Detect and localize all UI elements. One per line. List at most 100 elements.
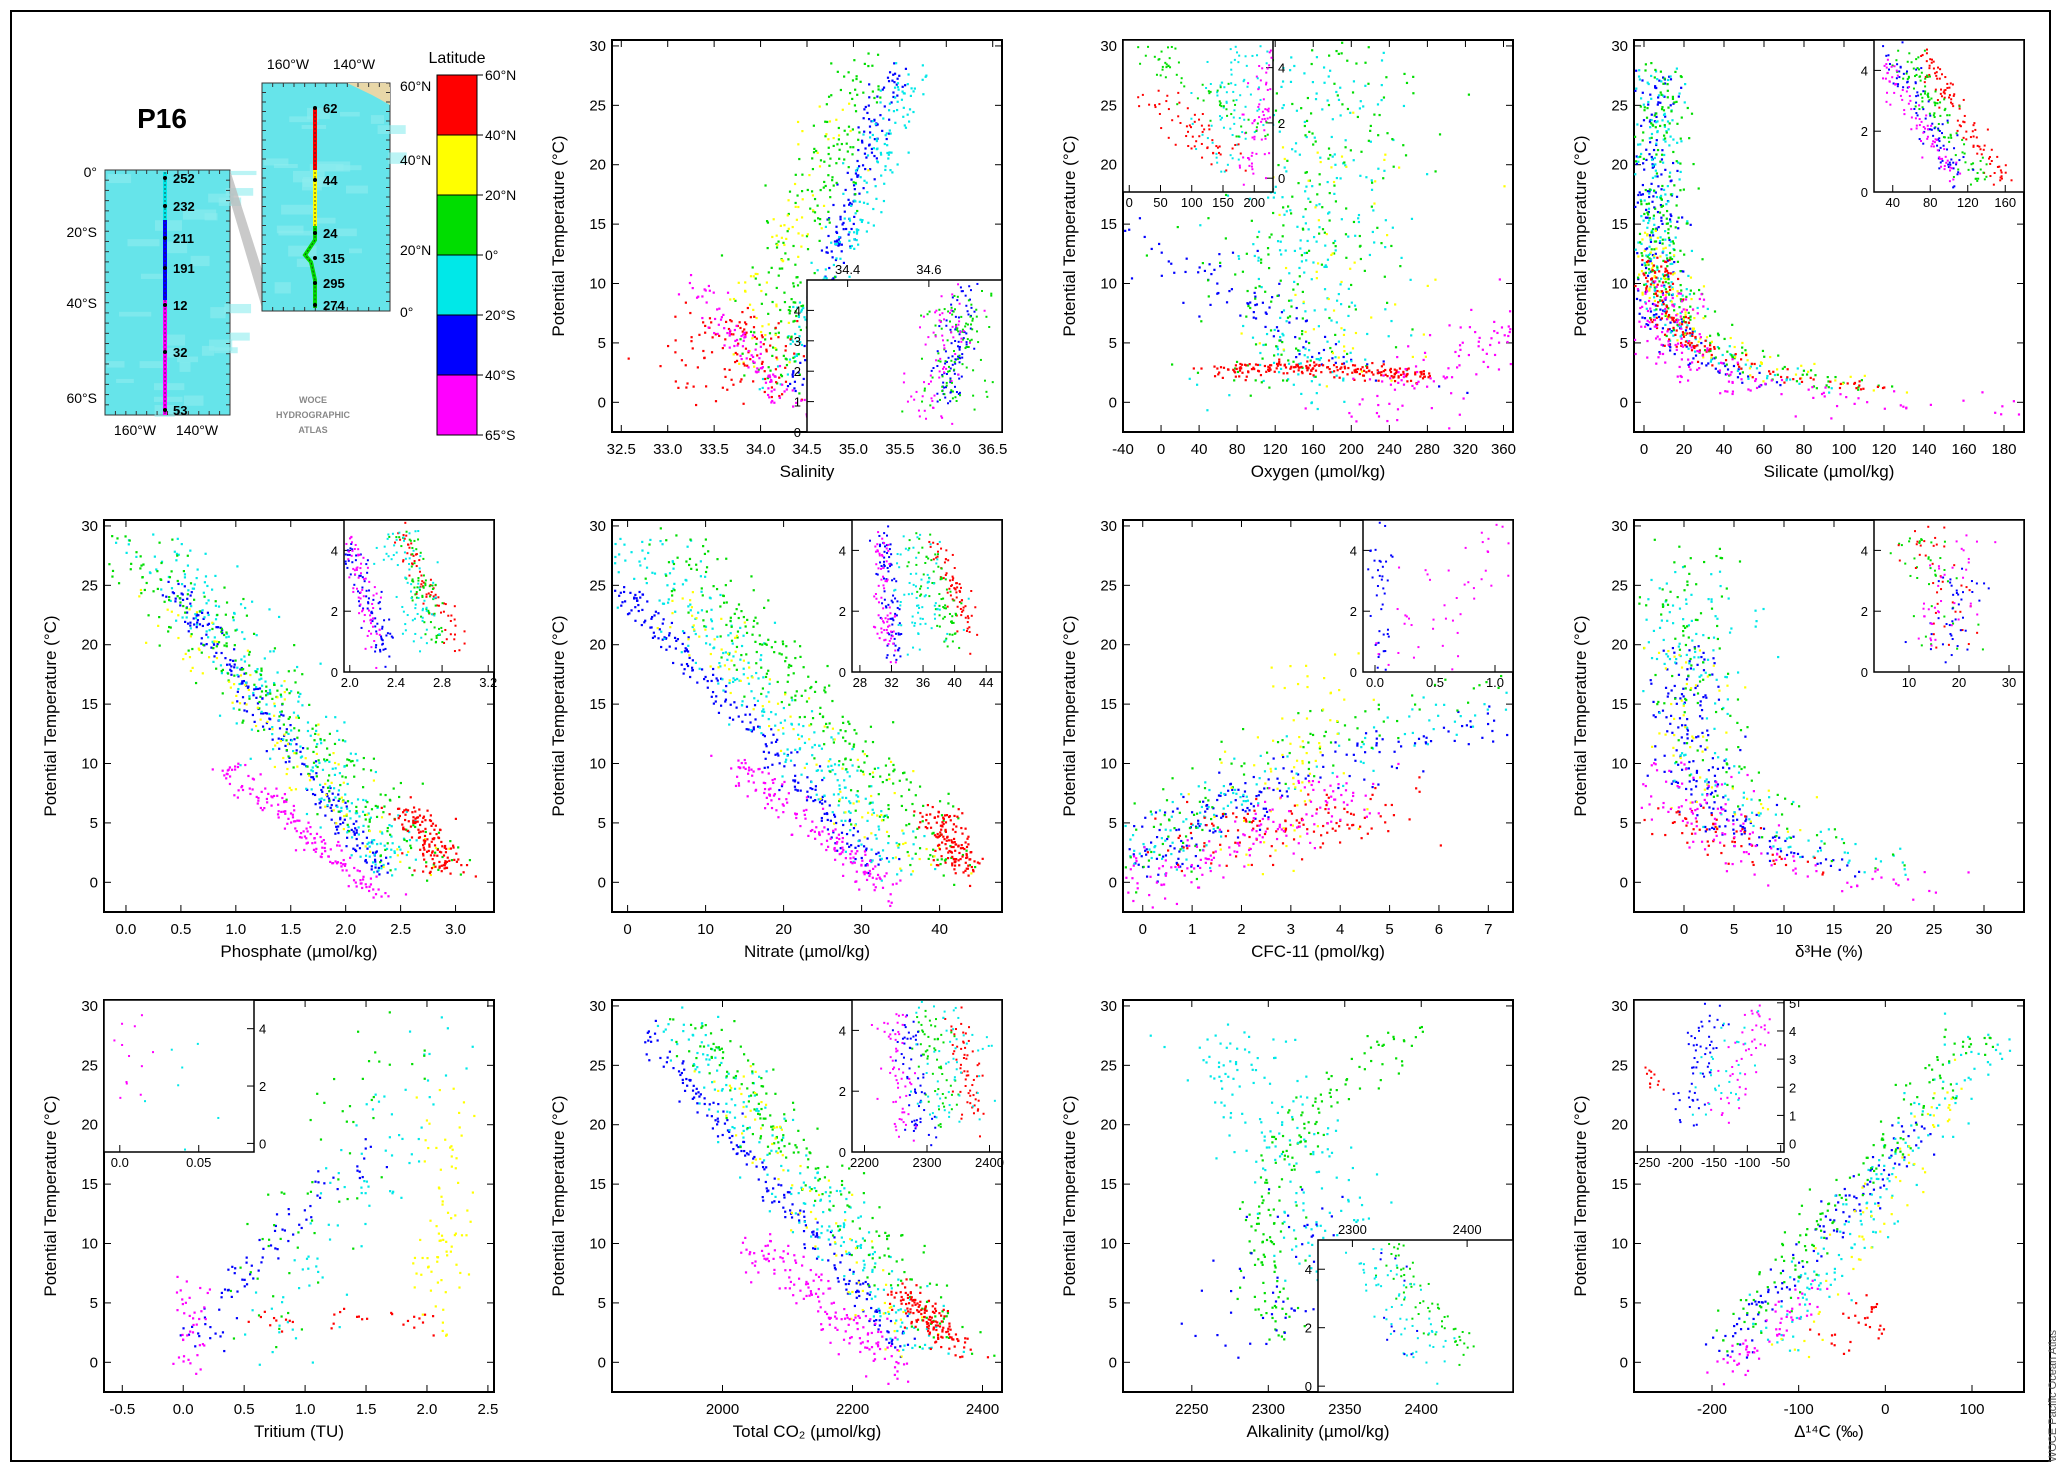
data-point <box>269 691 272 694</box>
data-point <box>884 165 887 168</box>
data-point <box>434 851 437 854</box>
inset-data-point <box>943 318 946 321</box>
data-point <box>1636 123 1639 126</box>
data-point <box>838 148 841 151</box>
data-point <box>1643 199 1646 202</box>
data-point <box>1305 135 1308 139</box>
data-point <box>1278 360 1281 364</box>
data-point <box>864 147 867 150</box>
data-point <box>1302 228 1305 231</box>
data-point <box>1653 325 1656 328</box>
data-point <box>1370 181 1374 184</box>
data-point <box>848 91 852 95</box>
inset-data-point <box>1934 138 1937 141</box>
data-point <box>1801 373 1804 376</box>
data-point <box>1338 376 1341 379</box>
data-point <box>753 335 756 339</box>
data-point <box>1653 254 1656 257</box>
data-point <box>235 722 238 725</box>
inset-data-point <box>952 310 955 313</box>
data-point <box>308 703 311 706</box>
data-point <box>1300 370 1304 373</box>
data-point <box>1650 182 1653 185</box>
data-point <box>816 269 819 272</box>
data-point <box>850 203 853 206</box>
data-point <box>1663 125 1667 128</box>
data-point <box>1812 396 1815 400</box>
inset-data-point <box>926 313 929 316</box>
data-point <box>1649 258 1653 261</box>
data-point <box>1382 177 1385 180</box>
data-point <box>744 333 747 336</box>
data-point <box>1276 364 1279 367</box>
data-point <box>1216 292 1219 295</box>
data-point <box>1304 222 1307 225</box>
inset-data-point <box>1195 148 1198 151</box>
data-point <box>1724 359 1728 362</box>
data-point <box>1633 135 1637 138</box>
data-point <box>1242 324 1245 328</box>
data-point <box>886 144 889 147</box>
data-point <box>1732 364 1736 368</box>
data-point <box>1470 308 1473 312</box>
data-point <box>1653 223 1656 226</box>
inset-data-point <box>950 381 953 384</box>
data-point <box>1486 365 1490 369</box>
data-point <box>1393 380 1397 383</box>
inset-data-point <box>957 316 960 319</box>
data-point <box>1128 228 1131 231</box>
data-point <box>680 359 684 362</box>
data-point <box>339 816 342 819</box>
data-point <box>863 179 866 182</box>
data-point <box>701 295 704 298</box>
inset-data-point <box>960 340 963 343</box>
data-point <box>901 85 904 88</box>
data-point <box>1275 92 1278 95</box>
data-point <box>1666 269 1669 273</box>
data-point <box>1640 200 1643 203</box>
station-marker <box>313 303 317 307</box>
north-map-ocean <box>261 82 391 312</box>
data-point <box>1297 182 1300 185</box>
data-point <box>1261 301 1265 304</box>
data-point <box>233 612 236 615</box>
inset-data-point <box>1249 93 1252 96</box>
data-point <box>1354 234 1357 237</box>
data-point <box>371 842 374 845</box>
data-point <box>1638 320 1641 323</box>
data-point <box>1694 337 1697 341</box>
data-point <box>1675 348 1678 351</box>
data-point <box>1198 315 1201 318</box>
inset-data-point <box>1950 136 1953 139</box>
data-point <box>1200 367 1203 370</box>
data-point <box>1686 379 1690 382</box>
data-point <box>1646 107 1649 110</box>
data-point <box>839 88 843 92</box>
inset-data-point <box>1914 105 1917 108</box>
data-point <box>172 592 176 595</box>
data-point <box>215 645 218 648</box>
data-point <box>720 254 724 257</box>
inset-data-point <box>1983 144 1986 147</box>
data-point <box>1905 406 1908 409</box>
data-point <box>1681 294 1684 297</box>
data-point <box>769 369 772 372</box>
inset-data-point <box>1937 127 1940 130</box>
data-point <box>343 765 346 768</box>
data-point <box>1218 253 1221 256</box>
data-point <box>1649 251 1652 254</box>
data-point <box>1664 314 1667 317</box>
data-point <box>1656 103 1659 106</box>
data-point <box>194 617 198 620</box>
data-point <box>1664 115 1667 118</box>
x-axis-label: Oxygen (µmol/kg) <box>1251 462 1386 481</box>
data-point <box>764 333 767 337</box>
data-point <box>268 608 271 611</box>
data-point <box>822 186 825 189</box>
data-point <box>1697 187 1700 190</box>
inset-data-point <box>1887 54 1890 57</box>
data-point <box>1679 341 1683 345</box>
inset-data-point <box>923 409 926 412</box>
data-point <box>236 666 239 669</box>
data-point <box>728 332 731 335</box>
